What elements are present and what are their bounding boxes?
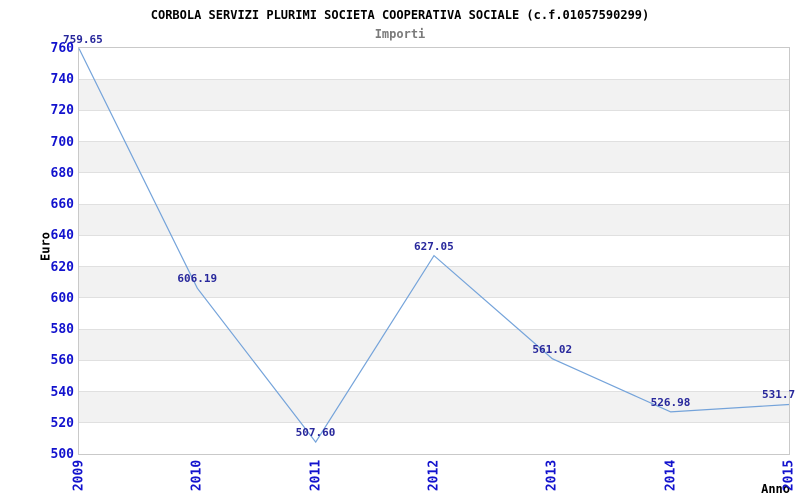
plot-band	[79, 360, 789, 393]
y-tick-label: 520	[50, 415, 74, 431]
gridline	[79, 234, 789, 236]
y-tick-label: 580	[50, 322, 74, 338]
x-tick-label: 2009	[71, 459, 87, 492]
data-point-label: 526.98	[650, 395, 691, 409]
data-point-label: 759.65	[63, 32, 103, 46]
gridline	[79, 391, 789, 393]
y-tick-label: 500	[50, 447, 74, 462]
gridline	[79, 78, 789, 80]
y-tick-label: 660	[50, 197, 74, 213]
x-tick-label: 2012	[426, 459, 442, 492]
x-axis-title: Anno	[761, 482, 790, 496]
gridline	[79, 359, 789, 361]
gridline	[79, 141, 789, 143]
plot-band	[79, 48, 789, 80]
plot-band	[79, 266, 789, 299]
gridline	[79, 297, 789, 299]
y-tick-label: 740	[50, 72, 74, 88]
x-tick-label: 2010	[189, 459, 205, 492]
plot-area: 759.65 606.19 507.60 627.05 561.02 526.98 531.…	[63, 33, 795, 455]
plot-band	[79, 235, 789, 268]
y-tick-label: 600	[50, 290, 74, 306]
y-tick-label: 760	[50, 41, 74, 56]
y-tick-label: 620	[50, 259, 74, 275]
plot-band	[79, 141, 789, 174]
plot-band	[79, 172, 789, 205]
plot-band	[79, 204, 789, 236]
y-tick-label: 640	[50, 228, 74, 244]
plot-band	[79, 422, 789, 455]
gridline	[79, 172, 789, 174]
x-tick-label: 2011	[308, 459, 324, 492]
gridline	[79, 328, 789, 330]
data-point-label: 507.60	[295, 426, 336, 440]
y-tick-label: 720	[50, 103, 74, 119]
data-point-label: 627.05	[414, 239, 454, 253]
gridline	[79, 266, 789, 268]
gridline	[79, 203, 789, 205]
plot-band	[79, 391, 789, 424]
y-tick-label: 700	[50, 134, 74, 150]
plot-band	[79, 110, 789, 143]
x-tick-label: 2015	[781, 459, 797, 492]
gridline	[79, 422, 789, 424]
data-series-line	[78, 48, 790, 444]
plot-band	[79, 329, 789, 361]
data-point-label: 561.02	[532, 342, 573, 356]
plot-band	[79, 297, 789, 330]
data-point-label: 606.19	[177, 272, 218, 286]
chart-title: CORBOLA SERVIZI PLURIMI SOCIETA COOPERAT…	[150, 8, 650, 22]
chart-subtitle: Importi	[374, 27, 426, 41]
data-point-label: 531.7	[762, 388, 796, 402]
x-tick-label: 2014	[663, 459, 679, 492]
y-tick-label: 680	[50, 165, 74, 181]
x-tick-label: 2013	[544, 459, 560, 492]
plot-band	[79, 79, 789, 111]
y-tick-label: 560	[50, 353, 74, 369]
y-tick-label: 540	[50, 384, 74, 400]
gridline	[79, 109, 789, 111]
